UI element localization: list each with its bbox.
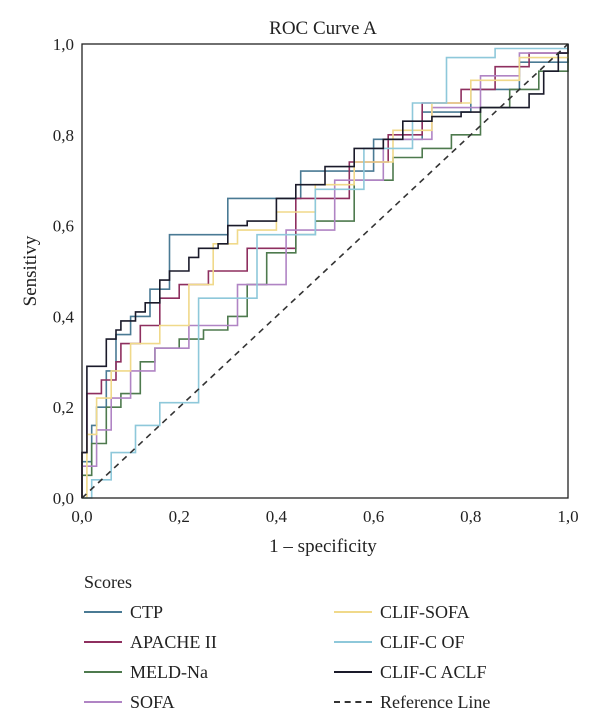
legend-item-reference-line: Reference Line	[334, 689, 564, 715]
x-tick-label: 0,4	[266, 507, 288, 526]
chart-title: ROC Curve A	[269, 18, 377, 39]
x-tick-label: 0,8	[460, 507, 481, 526]
y-axis-ticks: 0,0 0,2 0,4 0,6 0,8 1,0	[53, 35, 75, 508]
legend-swatch	[334, 701, 372, 703]
legend-swatch	[84, 611, 122, 613]
series-line-clif-c-aclf	[81, 44, 569, 498]
legend-item-clif-c-of: CLIF-C OF	[334, 629, 564, 655]
x-tick-label: 0,6	[363, 507, 384, 526]
series-line-sofa	[81, 44, 569, 498]
series-line-reference-line	[81, 43, 569, 499]
legend-item-clif-c-aclf: CLIF-C ACLF	[334, 659, 564, 685]
legend-item-apache-ii: APACHE II	[84, 629, 334, 655]
y-tick-label: 0,6	[53, 217, 74, 236]
plot-area	[81, 43, 569, 499]
plot-frame	[81, 43, 569, 499]
legend-label: SOFA	[130, 691, 175, 712]
series-line-apache-ii	[81, 44, 569, 498]
legend-entries: CTP CLIF-SOFA APACHE II CLIF-C OF MELD-Na CLI…	[84, 599, 564, 715]
legend-swatch	[334, 671, 372, 673]
legend-label: Reference Line	[380, 691, 491, 712]
legend-swatch	[334, 641, 372, 643]
y-tick-label: 0,0	[53, 489, 74, 508]
legend-label: CLIF-C ACLF	[380, 661, 487, 682]
legend-title: Scores	[84, 572, 132, 592]
legend-label: MELD-Na	[130, 661, 208, 682]
y-axis-title: Sensitivy	[20, 235, 41, 306]
legend-label: CLIF-C OF	[380, 631, 465, 652]
series-line-clif-sofa	[82, 44, 569, 499]
y-tick-label: 1,0	[53, 35, 74, 54]
x-axis-title: 1 – specificity	[269, 536, 377, 557]
x-tick-label: 0,2	[169, 507, 190, 526]
series-line-clif-c-of	[82, 44, 569, 499]
legend: Scores CTP CLIF-SOFA APACHE II CLIF-C OF MEL…	[84, 572, 564, 715]
legend-item-ctp: CTP	[84, 599, 334, 625]
legend-swatch	[334, 611, 372, 613]
x-axis-ticks: 0,0 0,2 0,4 0,6 0,8 1,0	[71, 507, 578, 526]
legend-item-clif-sofa: CLIF-SOFA	[334, 599, 564, 625]
y-tick-label: 0,2	[53, 398, 74, 417]
y-tick-label: 0,4	[53, 307, 75, 326]
legend-swatch	[84, 641, 122, 643]
legend-label: APACHE II	[130, 631, 217, 652]
x-tick-label: 1,0	[557, 507, 578, 526]
legend-label: CTP	[130, 601, 164, 622]
legend-swatch	[84, 701, 122, 703]
y-tick-label: 0,8	[53, 126, 74, 145]
legend-item-sofa: SOFA	[84, 689, 334, 715]
legend-swatch	[84, 671, 122, 673]
x-tick-label: 0,0	[71, 507, 92, 526]
legend-label: CLIF-SOFA	[380, 601, 470, 622]
series-line-meld-na	[81, 44, 569, 498]
legend-item-meld-na: MELD-Na	[84, 659, 334, 685]
